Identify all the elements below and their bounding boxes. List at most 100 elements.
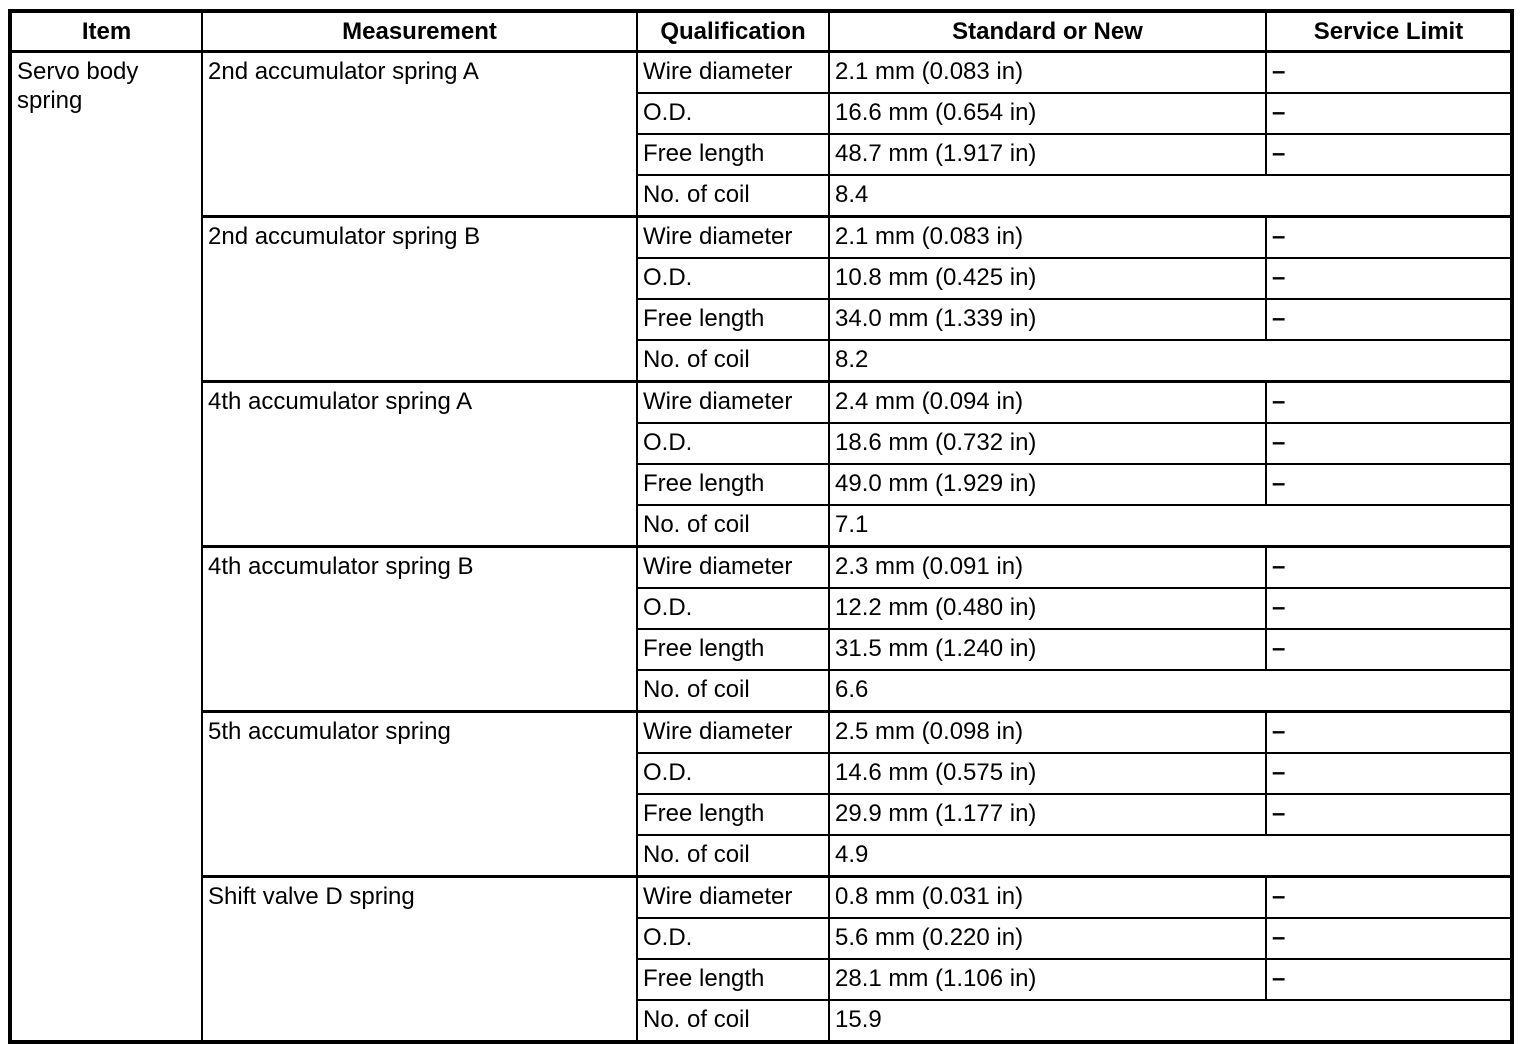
standard-cell: 10.8 mm (0.425 in) bbox=[828, 257, 1267, 300]
qualification-cell: Free length bbox=[636, 463, 830, 506]
service-limit-cell: – bbox=[1265, 545, 1513, 589]
standard-cell: 7.1 bbox=[828, 504, 1513, 548]
table-row: Free length 49.0 mm (1.929 in) – bbox=[10, 463, 1513, 506]
standard-cell: 8.4 bbox=[828, 174, 1513, 218]
standard-cell: 49.0 mm (1.929 in) bbox=[828, 463, 1267, 506]
qualification-cell: No. of coil bbox=[636, 504, 830, 548]
qualification-cell: Free length bbox=[636, 298, 830, 341]
qualification-cell: Free length bbox=[636, 793, 830, 836]
service-limit-cell: – bbox=[1265, 752, 1513, 795]
qualification-cell: No. of coil bbox=[636, 174, 830, 218]
table-row: O.D. 18.6 mm (0.732 in) – bbox=[10, 422, 1513, 465]
qualification-cell: No. of coil bbox=[636, 999, 830, 1043]
qualification-cell: Wire diameter bbox=[636, 710, 830, 754]
table-row: Free length 34.0 mm (1.339 in) – bbox=[10, 298, 1513, 341]
standard-cell: 48.7 mm (1.917 in) bbox=[828, 133, 1267, 176]
measurement-cell: 2nd accumulator spring B bbox=[201, 215, 638, 383]
table-row: O.D. 10.8 mm (0.425 in) – bbox=[10, 257, 1513, 300]
standard-cell: 16.6 mm (0.654 in) bbox=[828, 92, 1267, 135]
table-row: No. of coil 8.4 bbox=[10, 174, 1513, 218]
qualification-cell: O.D. bbox=[636, 587, 830, 630]
table-row: 2nd accumulator spring B Wire diameter 2… bbox=[10, 215, 1513, 383]
item-cell: Servo body spring bbox=[9, 50, 203, 1043]
qualification-cell: Free length bbox=[636, 133, 830, 176]
qualification-cell: Wire diameter bbox=[636, 50, 830, 94]
standard-cell: 29.9 mm (1.177 in) bbox=[828, 793, 1267, 836]
qualification-cell: O.D. bbox=[636, 92, 830, 135]
standard-cell: 4.9 bbox=[828, 834, 1513, 878]
standard-cell: 2.3 mm (0.091 in) bbox=[828, 545, 1267, 589]
table-row: No. of coil 8.2 bbox=[10, 339, 1513, 383]
standard-cell: 15.9 bbox=[828, 999, 1513, 1043]
qualification-cell: Free length bbox=[636, 628, 830, 671]
standard-cell: 8.2 bbox=[828, 339, 1513, 383]
qualification-cell: Wire diameter bbox=[636, 380, 830, 424]
service-limit-cell: – bbox=[1265, 958, 1513, 1001]
header-row: Item Measurement Qualification Standard … bbox=[9, 10, 1513, 53]
table-row: 5th accumulator spring Wire diameter 2.5… bbox=[10, 710, 1513, 878]
header-measurement: Measurement bbox=[201, 10, 638, 53]
qualification-cell: Wire diameter bbox=[636, 215, 830, 259]
standard-cell: 28.1 mm (1.106 in) bbox=[828, 958, 1267, 1001]
service-limit-cell: – bbox=[1265, 422, 1513, 465]
standard-cell: 0.8 mm (0.031 in) bbox=[828, 875, 1267, 919]
qualification-cell: O.D. bbox=[636, 422, 830, 465]
service-limit-cell: – bbox=[1265, 215, 1513, 259]
measurement-cell: Shift valve D spring bbox=[201, 875, 638, 1043]
service-limit-cell: – bbox=[1265, 257, 1513, 300]
table-row: Servo body spring 2nd accumulator spring… bbox=[9, 50, 1513, 1043]
table-row: 4th accumulator spring B Wire diameter 2… bbox=[10, 545, 1513, 713]
standard-cell: 6.6 bbox=[828, 669, 1513, 713]
service-limit-cell: – bbox=[1265, 133, 1513, 176]
service-limit-cell: – bbox=[1265, 50, 1513, 94]
header-item: Item bbox=[9, 10, 203, 53]
qualification-cell: No. of coil bbox=[636, 834, 830, 878]
measurement-cell: 4th accumulator spring B bbox=[201, 545, 638, 713]
qualification-cell: O.D. bbox=[636, 257, 830, 300]
standard-cell: 14.6 mm (0.575 in) bbox=[828, 752, 1267, 795]
standard-cell: 34.0 mm (1.339 in) bbox=[828, 298, 1267, 341]
standard-cell: 31.5 mm (1.240 in) bbox=[828, 628, 1267, 671]
table-row: Free length 29.9 mm (1.177 in) – bbox=[10, 793, 1513, 836]
standard-cell: 2.5 mm (0.098 in) bbox=[828, 710, 1267, 754]
table-row: Free length 31.5 mm (1.240 in) – bbox=[10, 628, 1513, 671]
service-limit-cell: – bbox=[1265, 793, 1513, 836]
service-limit-cell: – bbox=[1265, 587, 1513, 630]
qualification-cell: No. of coil bbox=[636, 669, 830, 713]
table-row: Shift valve D spring Wire diameter 0.8 m… bbox=[10, 875, 1513, 1043]
standard-cell: 5.6 mm (0.220 in) bbox=[828, 917, 1267, 960]
measurement-cell: 4th accumulator spring A bbox=[201, 380, 638, 548]
table-row: No. of coil 4.9 bbox=[10, 834, 1513, 878]
measurement-cell: 2nd accumulator spring A bbox=[201, 50, 638, 218]
service-limit-cell: – bbox=[1265, 710, 1513, 754]
service-limit-cell: – bbox=[1265, 380, 1513, 424]
qualification-cell: Free length bbox=[636, 958, 830, 1001]
standard-cell: 2.1 mm (0.083 in) bbox=[828, 215, 1267, 259]
qualification-cell: Wire diameter bbox=[636, 545, 830, 589]
qualification-cell: Wire diameter bbox=[636, 875, 830, 919]
measurement-cell: 5th accumulator spring bbox=[201, 710, 638, 878]
standard-cell: 2.4 mm (0.094 in) bbox=[828, 380, 1267, 424]
header-standard-or-new: Standard or New bbox=[828, 10, 1267, 53]
service-limit-cell: – bbox=[1265, 875, 1513, 919]
table-row: Free length 48.7 mm (1.917 in) – bbox=[10, 133, 1513, 176]
table-row: No. of coil 6.6 bbox=[10, 669, 1513, 713]
spring-spec-table: Item Measurement Qualification Standard … bbox=[8, 9, 1514, 1044]
standard-cell: 2.1 mm (0.083 in) bbox=[828, 50, 1267, 94]
table-row: 4th accumulator spring A Wire diameter 2… bbox=[10, 380, 1513, 548]
service-limit-cell: – bbox=[1265, 628, 1513, 671]
table-row: O.D. 12.2 mm (0.480 in) – bbox=[10, 587, 1513, 630]
standard-cell: 18.6 mm (0.732 in) bbox=[828, 422, 1267, 465]
service-limit-cell: – bbox=[1265, 463, 1513, 506]
table-row: O.D. 14.6 mm (0.575 in) – bbox=[10, 752, 1513, 795]
qualification-cell: O.D. bbox=[636, 752, 830, 795]
header-service-limit: Service Limit bbox=[1265, 10, 1513, 53]
header-qualification: Qualification bbox=[636, 10, 830, 53]
service-limit-cell: – bbox=[1265, 917, 1513, 960]
service-limit-cell: – bbox=[1265, 92, 1513, 135]
table-row: No. of coil 7.1 bbox=[10, 504, 1513, 548]
qualification-cell: No. of coil bbox=[636, 339, 830, 383]
qualification-cell: O.D. bbox=[636, 917, 830, 960]
table-row: O.D. 16.6 mm (0.654 in) – bbox=[10, 92, 1513, 135]
service-limit-cell: – bbox=[1265, 298, 1513, 341]
